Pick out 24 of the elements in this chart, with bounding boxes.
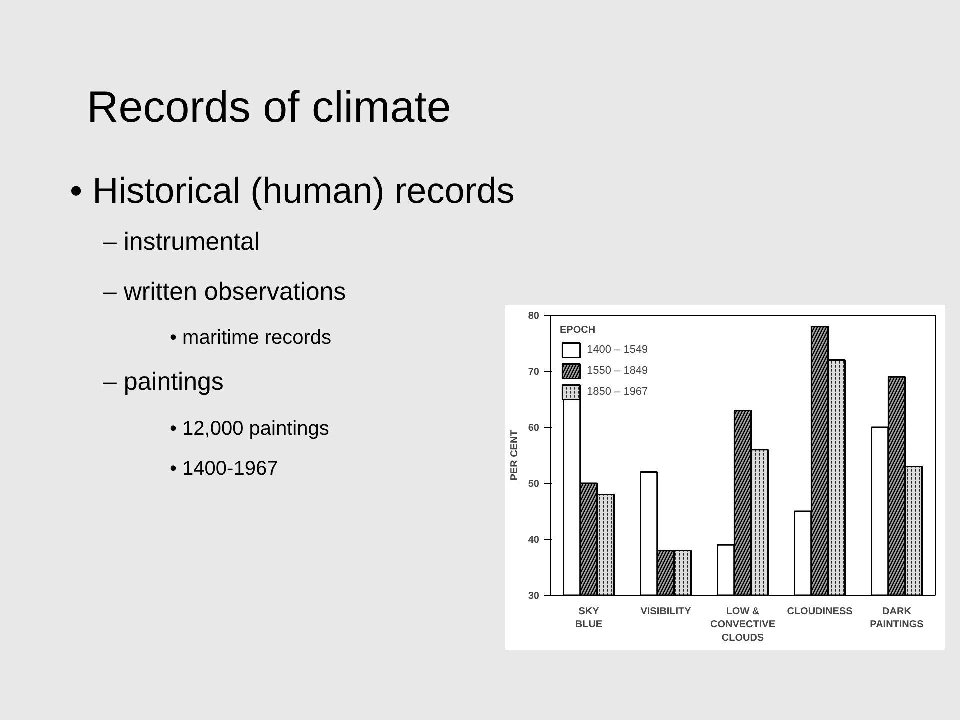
legend-title: EPOCH (560, 325, 597, 336)
x-tick-label: DARK PAINTINGS (870, 606, 924, 631)
text: – instrumental (103, 227, 262, 258)
y-axis-title: PER CENT (509, 430, 520, 481)
text: • maritime records (170, 326, 332, 352)
y-tick-label: 40 (528, 535, 540, 546)
y-tick-label: 80 (528, 311, 540, 322)
y-tick-label: 70 (528, 367, 540, 378)
chart-title: Records of climate (87, 82, 452, 134)
text: • Historical (human) records (70, 169, 515, 213)
x-tick-label: CLOUDINESS (787, 606, 854, 618)
legend-label: 1400 – 1549 (587, 344, 648, 356)
text: – paintings (103, 366, 225, 398)
text: • 12,000 paintings (170, 416, 330, 442)
x-tick-label: LOW & CONVECTIVE CLOUDS (710, 606, 776, 644)
legend-label: 1550 – 1849 (587, 365, 648, 377)
x-tick-label: SKY BLUE (575, 606, 603, 631)
y-tick-label: 60 (528, 423, 540, 434)
y-tick-label: 30 (528, 591, 540, 602)
legend-label: 1850 – 1967 (587, 386, 648, 398)
x-tick-label: VISIBILITY (640, 606, 692, 618)
y-tick-label: 50 (528, 479, 540, 490)
text: – written observations (103, 276, 346, 308)
text: • 1400-1967 (170, 457, 280, 482)
